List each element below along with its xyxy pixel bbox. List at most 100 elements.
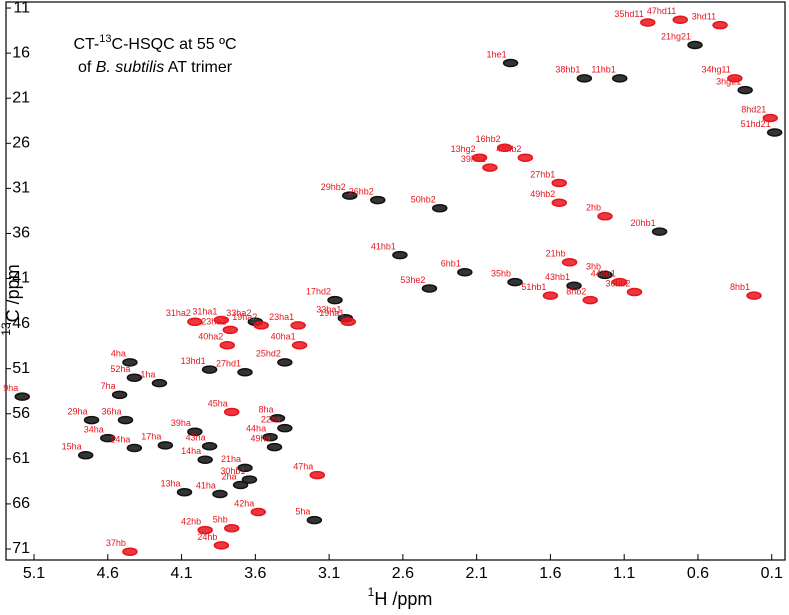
peak-label: 34ha: [84, 424, 104, 434]
y-tick-label: 26: [12, 134, 30, 151]
peak-label: 47hd11: [647, 6, 676, 16]
peak-label: 7ha: [101, 381, 116, 391]
y-tick-label: 66: [12, 495, 30, 512]
peak: [277, 423, 293, 433]
peak-label: 22ha: [261, 415, 281, 425]
peak-label: 19ha1: [319, 308, 344, 318]
peak: [122, 358, 138, 367]
peak: [370, 195, 386, 205]
peak-label: 8hb2: [566, 287, 586, 297]
peak-label: 41ha: [196, 480, 216, 490]
peak: [201, 365, 218, 374]
peak-label: 9ha: [3, 383, 18, 393]
peak-label: 21hg21: [661, 31, 691, 41]
peak: [507, 277, 523, 287]
peak-label: 50hb2: [411, 195, 436, 205]
peak-label: 41hb1: [371, 241, 396, 251]
peak: [83, 415, 100, 425]
peak: [392, 250, 408, 260]
peak: [291, 340, 308, 350]
peak: [746, 291, 762, 300]
peak: [327, 295, 343, 305]
peak: [612, 277, 628, 287]
title-part: C-HSQC at 55 ºC: [112, 36, 237, 53]
plot-frame: [5, 1, 786, 561]
peak-label: 5hb: [213, 515, 228, 525]
peak-label: 40ha2: [198, 332, 223, 342]
x-label-part: H /ppm: [374, 589, 432, 609]
x-tick-label: 1.1: [613, 565, 635, 582]
peak: [77, 450, 94, 460]
peak: [14, 392, 30, 401]
peak: [237, 368, 253, 377]
peak: [223, 407, 240, 417]
peak: [421, 284, 438, 293]
peak: [222, 325, 239, 335]
peak: [582, 295, 598, 305]
peak-label: 47ha: [293, 461, 313, 471]
x-tick-label: 3.6: [244, 565, 266, 582]
peak-label: 52ha: [110, 364, 130, 374]
peak-label: 34hg11: [701, 65, 730, 75]
peak-label: 27hb1: [530, 169, 555, 179]
y-tick-label: 31: [12, 180, 30, 197]
peak-label: 39ha: [171, 418, 191, 428]
x-tick-label: 0.1: [761, 565, 783, 582]
peak-label: 15ha: [62, 442, 82, 452]
x-tick-label: 0.6: [687, 565, 709, 582]
peak-label: 40ha1: [271, 332, 296, 342]
chart-title: CT-13C-HSQC at 55 ºC: [73, 33, 236, 53]
peak: [712, 20, 728, 30]
peak-label: 44hb1: [591, 269, 616, 279]
peak-label: 51hd21: [741, 119, 771, 129]
peak-label: 20hb1: [631, 218, 656, 228]
peak: [651, 227, 668, 236]
peak-label: 24hb: [197, 532, 217, 542]
peak: [213, 315, 230, 325]
peak: [342, 191, 358, 200]
subtitle-part: of: [78, 59, 96, 76]
x-axis-label: 1H /ppm: [368, 585, 433, 609]
peak: [551, 178, 568, 188]
peak-label: 3hg21: [716, 76, 741, 86]
peak-label: 14ha: [181, 446, 201, 456]
peak: [266, 442, 283, 452]
peak-label: 3hb: [586, 261, 601, 271]
peak-label: 39hb2: [461, 154, 486, 164]
peak: [237, 463, 253, 473]
peak-label: 35hd11: [614, 9, 643, 19]
peak-label: 51hb1: [521, 282, 546, 292]
peak-label: 43hb1: [545, 272, 570, 282]
y-tick-label: 16: [12, 44, 30, 61]
y-tick-label: 21: [12, 89, 30, 106]
peak-label: 13hg2: [451, 144, 476, 154]
peak: [687, 40, 703, 50]
peak: [176, 487, 193, 497]
peak-label: 5ha: [295, 507, 310, 517]
peak-label: 45ha: [208, 398, 228, 408]
peak: [727, 74, 743, 83]
y-tick-label: 11: [13, 0, 30, 16]
peak: [232, 480, 249, 490]
peak: [187, 317, 203, 327]
peak: [100, 433, 116, 443]
peak: [197, 525, 213, 535]
peak: [626, 287, 643, 297]
x-tick-label: 2.1: [466, 565, 488, 582]
peak-label: 30hb1: [220, 466, 245, 476]
peak-label: 44ha: [246, 424, 266, 434]
peak-label: 8hd21: [741, 104, 766, 114]
peak: [457, 267, 473, 277]
peak: [340, 317, 357, 327]
y-tick-label: 56: [12, 405, 30, 422]
peak-label: 43ha: [186, 433, 206, 443]
peak-label: 23ha2: [201, 316, 226, 326]
peak: [561, 258, 578, 267]
peak: [306, 515, 323, 525]
title-part: CT-: [73, 36, 99, 53]
x-tick-label: 4.6: [97, 565, 119, 582]
peak: [126, 443, 143, 453]
peak: [241, 475, 258, 484]
peak: [212, 489, 228, 499]
